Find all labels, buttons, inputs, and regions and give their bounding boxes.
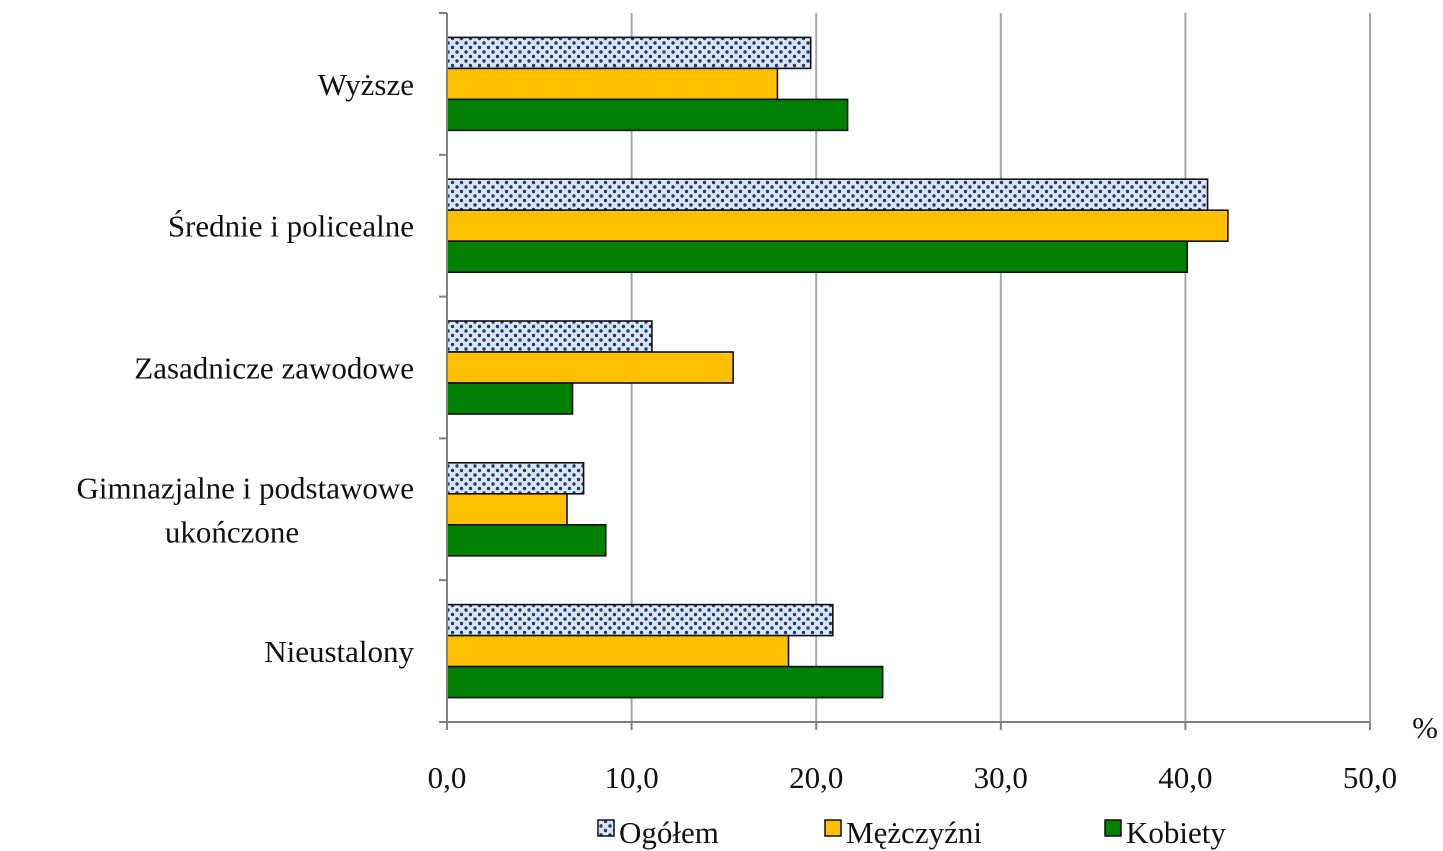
category-labels: Wyższe Średnie i policealne Zasadnicze zaw… bbox=[77, 67, 415, 669]
category-label: Gimnazjalne i podstawowe bbox=[77, 470, 414, 505]
bar-kobiety-3 bbox=[446, 523, 607, 557]
bar-ogółem-0 bbox=[446, 36, 812, 70]
x-tick-label: 20,0 bbox=[789, 760, 843, 795]
bar-kobiety-0 bbox=[446, 98, 849, 132]
bar-ogółem-4 bbox=[446, 603, 834, 637]
x-unit-label: % bbox=[1412, 710, 1438, 745]
category-label: Zasadnicze zawodowe bbox=[134, 351, 414, 386]
bar-mężczyźni-3 bbox=[446, 492, 568, 526]
x-tick-label: 10,0 bbox=[604, 760, 658, 795]
bars bbox=[446, 36, 1229, 699]
bar-kobiety-4 bbox=[446, 665, 884, 699]
bar-mężczyźni-4 bbox=[446, 634, 790, 668]
category-label: ukończone bbox=[165, 514, 299, 549]
legend-swatch bbox=[597, 819, 615, 837]
legend: Ogółem Mężczyźni Kobiety bbox=[597, 815, 1226, 850]
bar-mężczyźni-2 bbox=[446, 351, 734, 384]
legend-label: Kobiety bbox=[1126, 815, 1226, 850]
bar-ogółem-3 bbox=[446, 461, 585, 495]
legend-swatch bbox=[824, 819, 842, 837]
x-tick-labels: 0,0 10,0 20,0 30,0 40,0 50,0 bbox=[428, 760, 1398, 795]
bar-mężczyźni-1 bbox=[446, 209, 1229, 242]
bar-mężczyźni-0 bbox=[446, 67, 779, 101]
category-label: Wyższe bbox=[318, 67, 414, 102]
bar-kobiety-2 bbox=[446, 382, 574, 415]
category-label: Nieustalony bbox=[264, 634, 414, 669]
axes bbox=[439, 12, 1370, 723]
x-tick-label: 50,0 bbox=[1343, 760, 1397, 795]
x-tick-label: 40,0 bbox=[1158, 760, 1212, 795]
category-label: Średnie i policealne bbox=[168, 209, 414, 244]
bar-kobiety-1 bbox=[446, 240, 1189, 273]
x-tick-label: 0,0 bbox=[428, 760, 467, 795]
bar-ogółem-2 bbox=[446, 320, 653, 353]
legend-label: Mężczyźni bbox=[846, 815, 982, 850]
x-tick-label: 30,0 bbox=[974, 760, 1028, 795]
legend-swatch bbox=[1104, 819, 1122, 837]
bar-ogółem-1 bbox=[446, 178, 1209, 211]
legend-label: Ogółem bbox=[619, 815, 719, 850]
